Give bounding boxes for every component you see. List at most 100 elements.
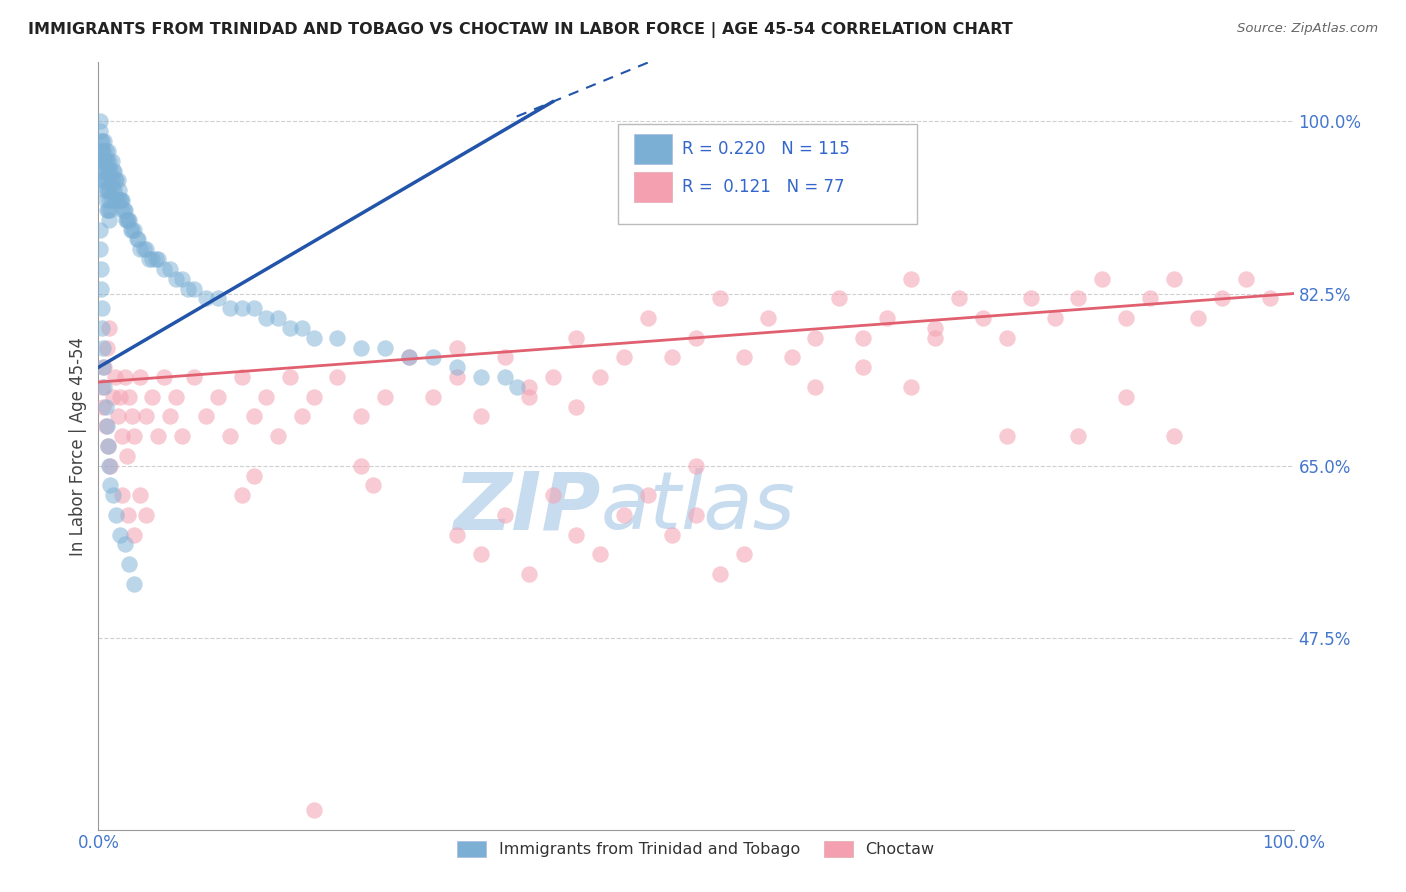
Point	[101, 183, 124, 197]
Point	[685, 508, 707, 522]
Point	[135, 508, 157, 522]
Point	[117, 508, 139, 522]
Point	[127, 232, 149, 246]
Point	[1163, 272, 1185, 286]
Point	[90, 262, 112, 277]
Point	[111, 429, 134, 443]
Point	[756, 311, 779, 326]
Point	[98, 458, 121, 473]
FancyBboxPatch shape	[634, 172, 672, 202]
Point	[96, 163, 118, 178]
Point	[267, 429, 290, 443]
Point	[114, 370, 136, 384]
Point	[107, 183, 129, 197]
Point	[517, 390, 540, 404]
Legend: Immigrants from Trinidad and Tobago, Choctaw: Immigrants from Trinidad and Tobago, Cho…	[451, 834, 941, 863]
Point	[494, 351, 516, 365]
Point	[120, 222, 142, 236]
Point	[177, 282, 200, 296]
Text: Source: ZipAtlas.com: Source: ZipAtlas.com	[1237, 22, 1378, 36]
Point	[733, 547, 755, 561]
Point	[159, 409, 181, 424]
Text: atlas: atlas	[600, 468, 796, 547]
Point	[852, 360, 875, 375]
Point	[94, 144, 117, 158]
Point	[105, 508, 128, 522]
Point	[141, 390, 163, 404]
Point	[1019, 292, 1042, 306]
Point	[709, 566, 731, 581]
Point	[165, 272, 187, 286]
Point	[104, 370, 127, 384]
Point	[108, 527, 131, 541]
Point	[96, 153, 118, 168]
Point	[90, 282, 112, 296]
Point	[121, 222, 143, 236]
Point	[104, 173, 127, 187]
Point	[94, 173, 117, 187]
Point	[219, 429, 242, 443]
Point	[589, 547, 612, 561]
Point	[97, 439, 120, 453]
Point	[159, 262, 181, 277]
Point	[291, 321, 314, 335]
Point	[183, 370, 205, 384]
Point	[93, 380, 115, 394]
Point	[219, 301, 242, 316]
Point	[98, 212, 121, 227]
Point	[302, 331, 325, 345]
Point	[1163, 429, 1185, 443]
Point	[110, 193, 132, 207]
Point	[541, 488, 564, 502]
Point	[267, 311, 290, 326]
Point	[470, 547, 492, 561]
Point	[446, 360, 468, 375]
Point	[374, 390, 396, 404]
Point	[94, 193, 117, 207]
Point	[124, 576, 146, 591]
Point	[91, 360, 114, 375]
Point	[422, 351, 444, 365]
Point	[363, 478, 385, 492]
Point	[565, 527, 588, 541]
Point	[804, 331, 827, 345]
Point	[145, 252, 167, 267]
Point	[195, 292, 218, 306]
Point	[1258, 292, 1281, 306]
Point	[900, 272, 922, 286]
Point	[153, 370, 176, 384]
Point	[494, 370, 516, 384]
Point	[96, 202, 118, 217]
Point	[108, 390, 131, 404]
Point	[104, 193, 127, 207]
Point	[101, 488, 124, 502]
Point	[350, 341, 373, 355]
Point	[172, 272, 194, 286]
Point	[374, 341, 396, 355]
Point	[98, 163, 122, 178]
Point	[231, 301, 253, 316]
Point	[101, 163, 124, 178]
Point	[114, 537, 136, 551]
Point	[470, 409, 492, 424]
Point	[135, 242, 157, 256]
Point	[637, 488, 659, 502]
Point	[90, 134, 112, 148]
Point	[115, 212, 138, 227]
Point	[924, 321, 946, 335]
Point	[105, 173, 128, 187]
Point	[93, 163, 115, 178]
Point	[1234, 272, 1257, 286]
Point	[494, 508, 516, 522]
Point	[124, 527, 146, 541]
Point	[183, 282, 205, 296]
Point	[637, 311, 659, 326]
Text: R = 0.220   N = 115: R = 0.220 N = 115	[682, 140, 849, 158]
Point	[93, 360, 115, 375]
Point	[254, 390, 277, 404]
Point	[107, 173, 129, 187]
Point	[876, 311, 898, 326]
Point	[124, 429, 146, 443]
Point	[470, 370, 492, 384]
Point	[243, 409, 266, 424]
